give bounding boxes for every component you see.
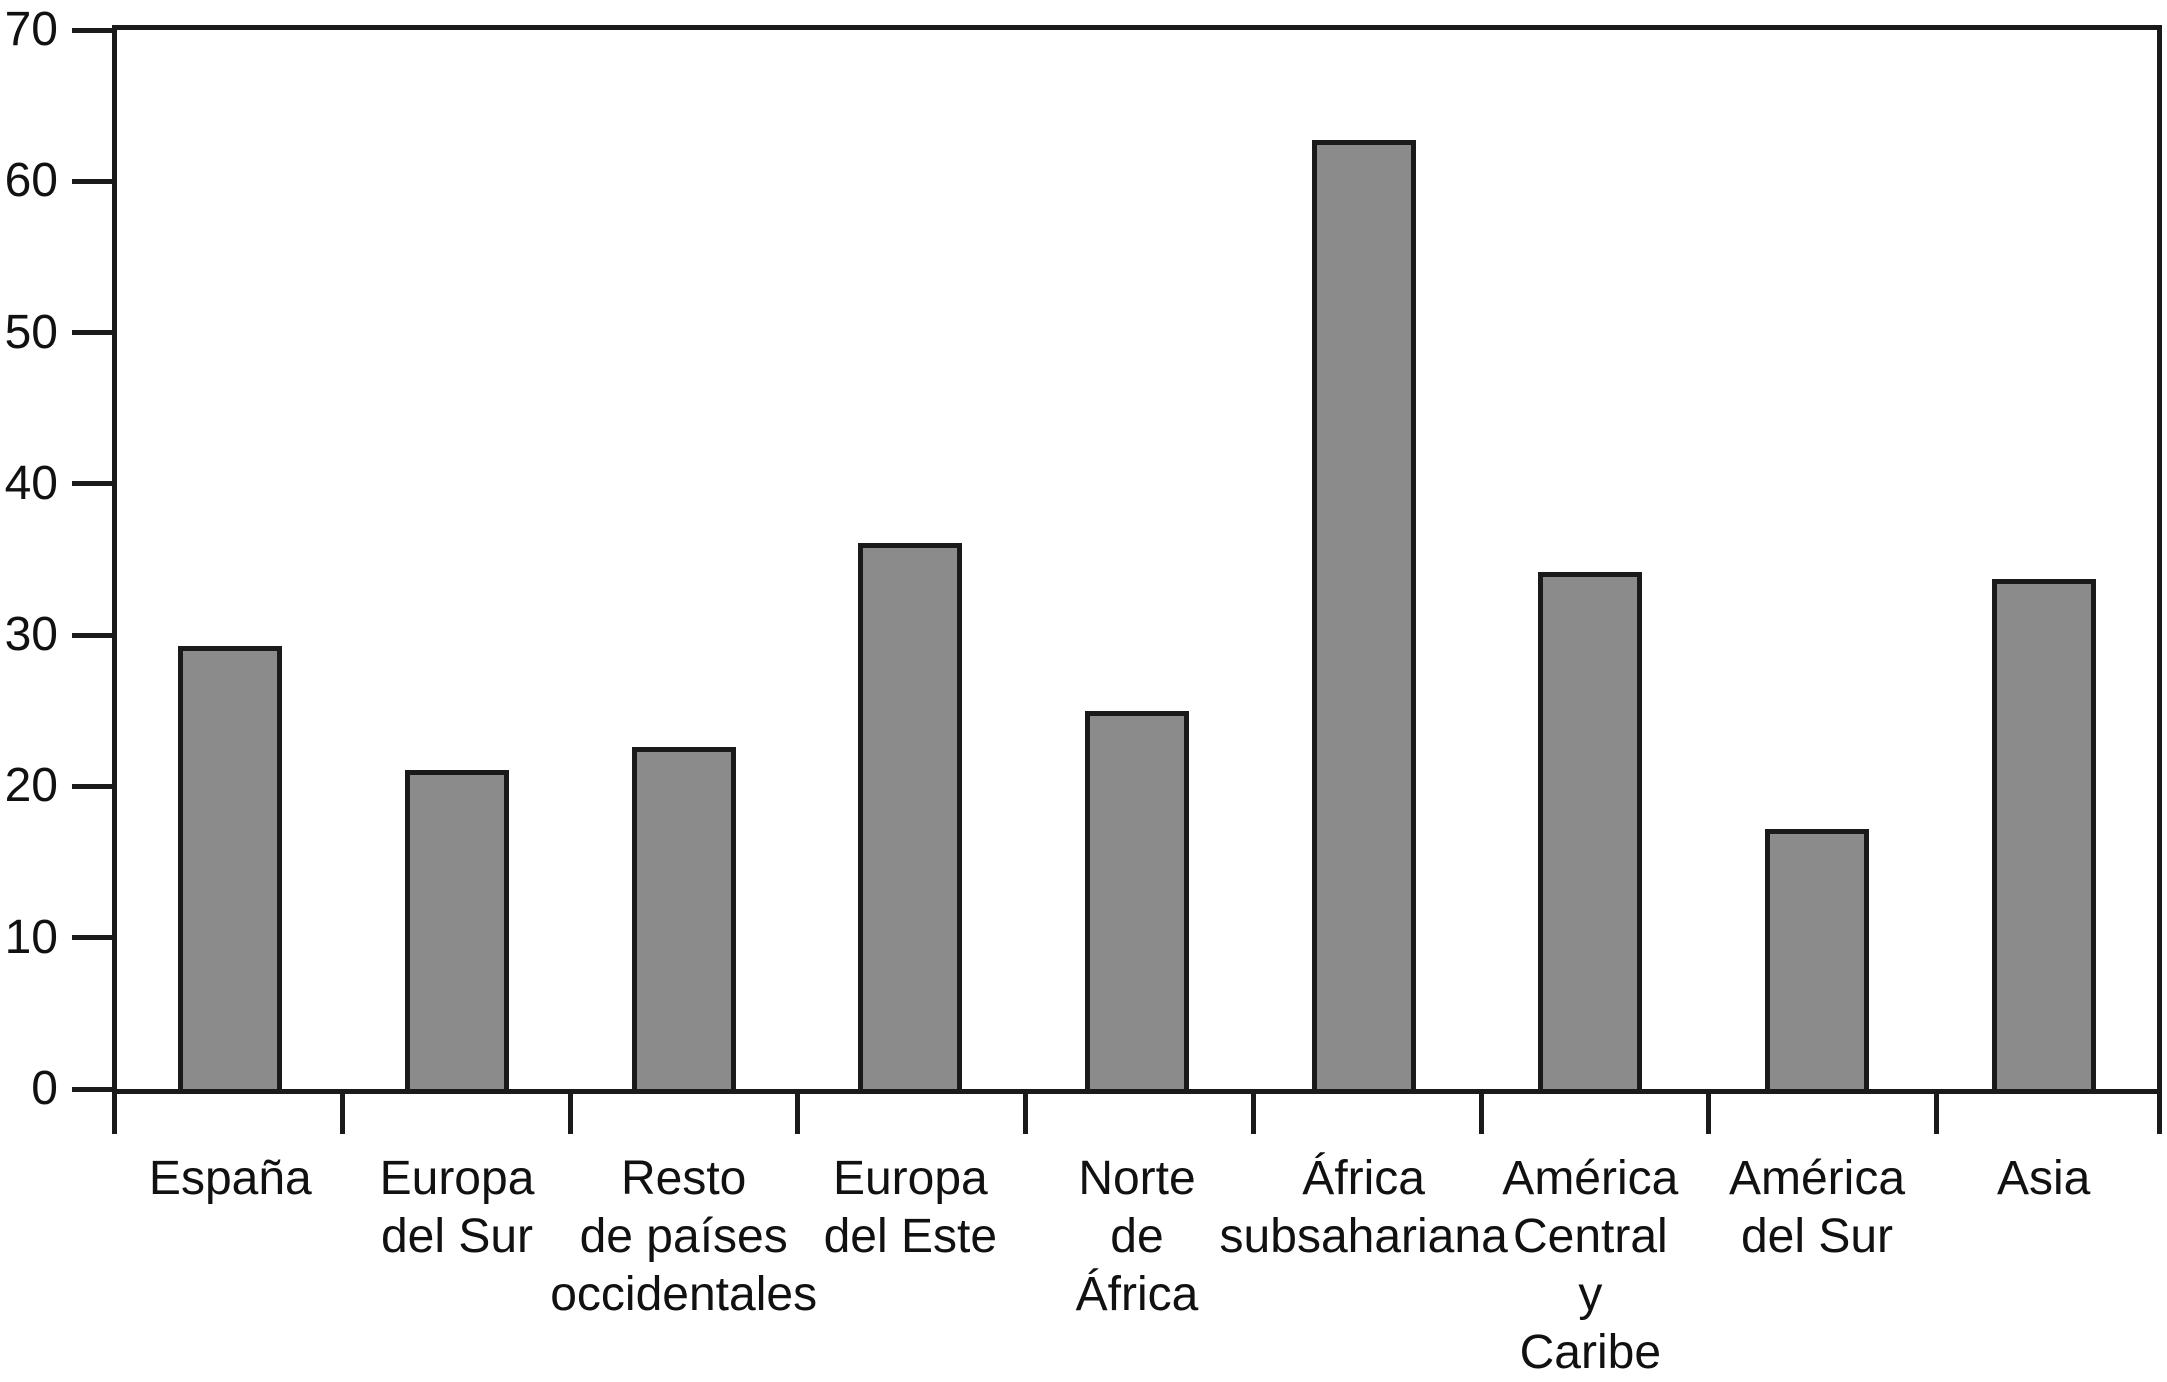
bar-3 bbox=[858, 542, 963, 1089]
bar-4 bbox=[1085, 710, 1189, 1089]
y-axis-tick-label: 70 bbox=[4, 3, 58, 56]
y-axis-tick bbox=[72, 632, 112, 638]
x-axis-separator-tick bbox=[1478, 1089, 1484, 1134]
bar-5 bbox=[1311, 140, 1416, 1089]
y-axis-tick-label: 40 bbox=[4, 456, 58, 510]
x-axis-separator-tick bbox=[795, 1089, 801, 1134]
y-axis-tick bbox=[72, 330, 112, 336]
x-axis-category-label: Resto de países occidentales bbox=[484, 1150, 884, 1324]
x-axis-category-label: Norte de África bbox=[937, 1150, 1337, 1324]
x-axis-category-label-line: occidentales bbox=[550, 1268, 818, 1321]
y-axis-tick-label: 0 bbox=[31, 1062, 58, 1115]
x-axis-category-label: Europa del Sur bbox=[257, 1150, 657, 1266]
x-axis-separator-tick bbox=[339, 1089, 345, 1134]
x-axis-category-label-line: América bbox=[1502, 1152, 1679, 1205]
y-axis-tick bbox=[72, 178, 112, 184]
x-axis-separator-tick bbox=[1934, 1089, 1940, 1134]
x-axis-category-label-line: África bbox=[1075, 1268, 1199, 1321]
x-axis-category-label-line: Norte bbox=[1078, 1152, 1196, 1205]
x-axis-category-label: Europa del Este bbox=[710, 1150, 1110, 1266]
x-axis-category-label-line: de bbox=[1110, 1210, 1164, 1263]
y-axis-tick bbox=[72, 783, 112, 789]
x-axis-category-label-line: Caribe bbox=[1519, 1326, 1662, 1379]
bar-6 bbox=[1538, 571, 1643, 1089]
x-axis-category-label-line: Europa bbox=[379, 1152, 535, 1205]
x-axis-category-label-line: subsahariana bbox=[1219, 1210, 1508, 1263]
x-axis-category-label-line: América bbox=[1728, 1152, 1906, 1205]
bar-0 bbox=[178, 645, 283, 1089]
y-axis-tick-label: 10 bbox=[4, 910, 58, 964]
bar-2 bbox=[631, 747, 736, 1089]
y-axis-tick-label: 50 bbox=[4, 305, 58, 359]
x-axis-category-label-line: Asia bbox=[1996, 1152, 2091, 1205]
x-axis-category-label-line: Resto bbox=[620, 1152, 747, 1205]
x-axis-separator-tick bbox=[1250, 1089, 1256, 1134]
x-axis-separator-tick bbox=[1023, 1089, 1029, 1134]
x-axis-category-label-line: de países bbox=[579, 1210, 788, 1263]
bar-7 bbox=[1765, 828, 1869, 1089]
y-axis-tick-label: 60 bbox=[4, 154, 58, 208]
y-axis-tick bbox=[72, 935, 112, 941]
x-axis-category-label-line: España bbox=[148, 1152, 312, 1205]
x-axis-category-label: América Central y Caribe bbox=[1390, 1150, 1790, 1382]
x-axis-category-label: Asia bbox=[1844, 1150, 2167, 1208]
x-axis-separator-tick bbox=[567, 1089, 573, 1134]
bar-1 bbox=[405, 769, 509, 1089]
x-axis-category-label: América del Sur bbox=[1617, 1150, 2017, 1266]
x-axis-category-label-line: del Sur bbox=[1740, 1210, 1894, 1263]
y-axis-tick-label: 20 bbox=[4, 759, 58, 813]
y-axis-tick bbox=[72, 481, 112, 487]
x-axis-separator-tick bbox=[2157, 1089, 2162, 1134]
y-axis-tick bbox=[72, 27, 112, 33]
x-axis-category-label-line: Central bbox=[1512, 1210, 1668, 1263]
x-axis-category-label-line: del Sur bbox=[380, 1210, 534, 1263]
y-axis-tick bbox=[72, 1086, 112, 1092]
x-axis-category-label-line: y bbox=[1578, 1268, 1603, 1321]
bar-8 bbox=[1991, 579, 2096, 1089]
x-axis-separator-tick bbox=[112, 1089, 117, 1134]
x-axis-category-label-line: África bbox=[1302, 1152, 1425, 1205]
x-axis-category-label: África subsahariana bbox=[1164, 1150, 1564, 1266]
y-axis-tick-label: 30 bbox=[4, 608, 58, 662]
x-axis-category-label-line: del Este bbox=[823, 1210, 998, 1263]
x-axis-category-label-line: Europa bbox=[832, 1152, 988, 1205]
x-axis-separator-tick bbox=[1706, 1089, 1712, 1134]
x-axis-category-label: España bbox=[30, 1150, 430, 1208]
